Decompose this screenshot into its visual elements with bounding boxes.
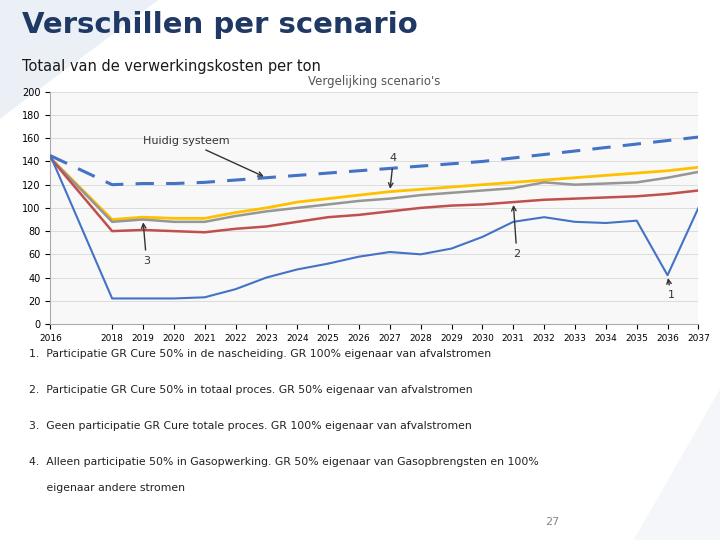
Title: Vergelijking scenario's: Vergelijking scenario's	[308, 75, 441, 88]
Text: 2.  Participatie GR Cure 50% in totaal proces. GR 50% eigenaar van afvalstromen: 2. Participatie GR Cure 50% in totaal pr…	[29, 384, 472, 395]
Text: 4.  Alleen participatie 50% in Gasopwerking. GR 50% eigenaar van Gasopbrengsten : 4. Alleen participatie 50% in Gasopwerki…	[29, 457, 539, 467]
Polygon shape	[432, 389, 720, 540]
Text: 1.  Participatie GR Cure 50% in de nascheiding. GR 100% eigenaar van afvalstrome: 1. Participatie GR Cure 50% in de nasche…	[29, 349, 491, 359]
Text: Verschillen per scenario: Verschillen per scenario	[22, 11, 418, 39]
Text: 1: 1	[667, 280, 675, 300]
Text: eigenaar andere stromen: eigenaar andere stromen	[29, 483, 185, 492]
Text: 2: 2	[512, 206, 521, 259]
Text: 4: 4	[389, 153, 397, 187]
Text: 27: 27	[546, 517, 559, 526]
Text: Totaal van de verwerkingskosten per ton: Totaal van de verwerkingskosten per ton	[22, 58, 320, 73]
Text: Huidig systeem: Huidig systeem	[143, 136, 263, 176]
Text: 3: 3	[142, 224, 150, 266]
Text: 3.  Geen participatie GR Cure totale proces. GR 100% eigenaar van afvalstromen: 3. Geen participatie GR Cure totale proc…	[29, 421, 472, 431]
Polygon shape	[0, 0, 158, 119]
